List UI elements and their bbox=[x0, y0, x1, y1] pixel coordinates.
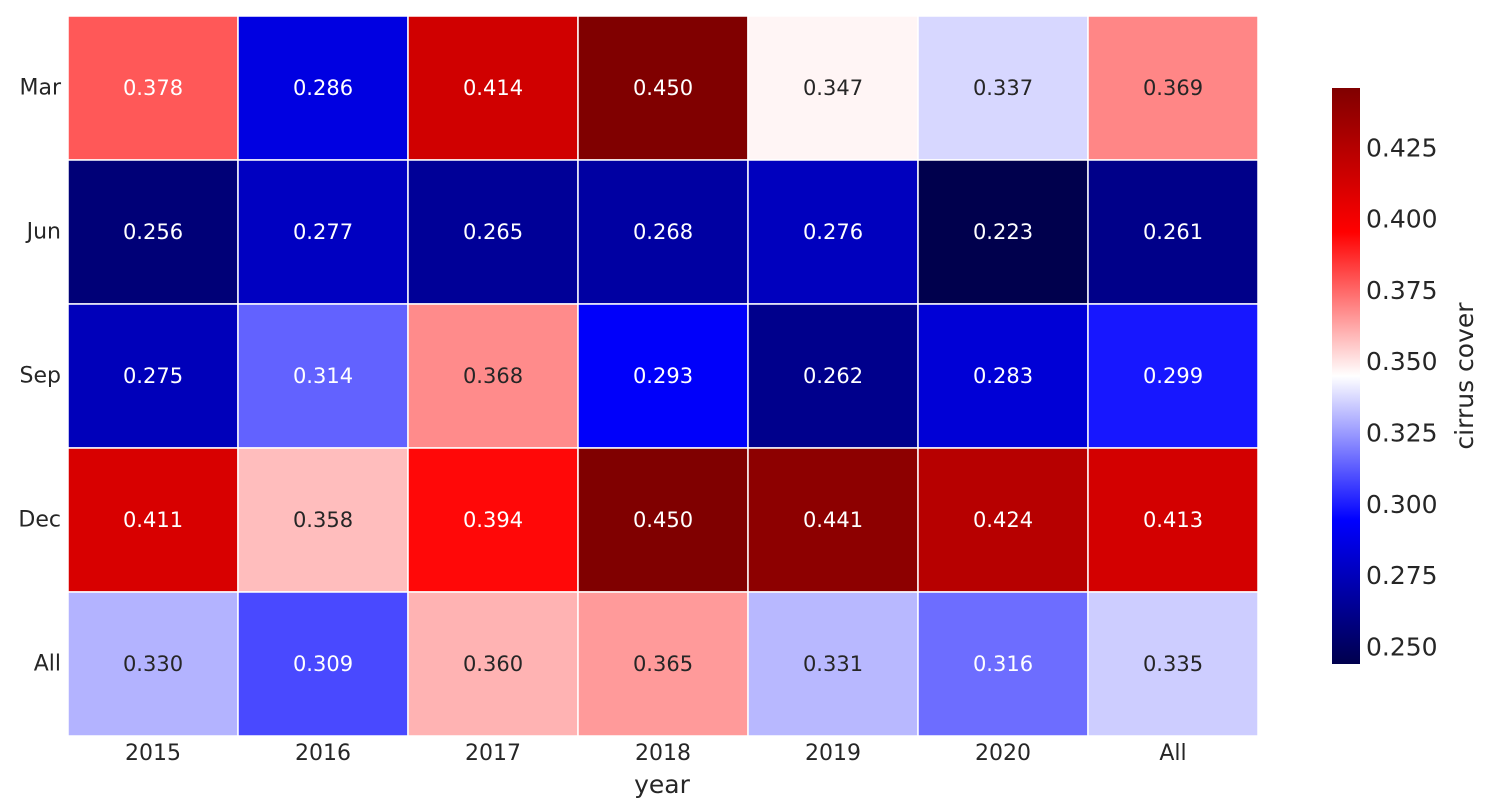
y-tick-label: Dec bbox=[18, 508, 61, 533]
colorbar-label: cirrus cover bbox=[1450, 302, 1479, 450]
heatmap-cell bbox=[577, 303, 749, 449]
heatmap-cell bbox=[747, 15, 919, 161]
cell-value-label: 0.413 bbox=[1143, 508, 1203, 532]
x-tick-label: 2020 bbox=[975, 741, 1031, 766]
heatmap-cell bbox=[917, 303, 1089, 449]
heatmap-cell bbox=[917, 447, 1089, 593]
colorbar-tick-label: 0.350 bbox=[1366, 347, 1438, 376]
cell-value-label: 0.331 bbox=[803, 652, 863, 676]
cell-value-label: 0.441 bbox=[803, 508, 863, 532]
cell-value-label: 0.309 bbox=[293, 652, 353, 676]
heatmap-cell bbox=[407, 159, 579, 305]
cell-value-label: 0.411 bbox=[123, 508, 183, 532]
colorbar-ticks: 0.250 0.275 0.300 0.325 0.350 0.375 0.400 0.425 bbox=[1366, 133, 1438, 661]
heatmap-cell bbox=[747, 303, 919, 449]
x-tick-label: 2016 bbox=[295, 741, 351, 766]
heatmap-cell bbox=[67, 447, 239, 593]
heatmap-cell bbox=[237, 15, 409, 161]
colorbar-tick-label: 0.300 bbox=[1366, 490, 1438, 519]
cell-value-label: 0.265 bbox=[463, 220, 523, 244]
cell-value-label: 0.378 bbox=[123, 76, 183, 100]
colorbar bbox=[1332, 88, 1360, 664]
heatmap-cell bbox=[1087, 303, 1259, 449]
cell-value-label: 0.314 bbox=[293, 364, 353, 388]
heatmap-cell bbox=[67, 15, 239, 161]
cell-value-label: 0.276 bbox=[803, 220, 863, 244]
cell-value-label: 0.360 bbox=[463, 652, 523, 676]
cell-value-label: 0.275 bbox=[123, 364, 183, 388]
cell-value-label: 0.277 bbox=[293, 220, 353, 244]
cell-value-label: 0.335 bbox=[1143, 652, 1203, 676]
x-tick-label: 2018 bbox=[635, 741, 691, 766]
y-tick-label: All bbox=[34, 652, 61, 677]
heatmap-cell bbox=[237, 303, 409, 449]
x-tick-label: 2015 bbox=[125, 741, 181, 766]
cell-value-label: 0.450 bbox=[633, 76, 693, 100]
heatmap-cell bbox=[67, 303, 239, 449]
heatmap-cell bbox=[67, 159, 239, 305]
cell-value-label: 0.368 bbox=[463, 364, 523, 388]
y-tick-label: Mar bbox=[19, 76, 61, 101]
cell-value-label: 0.347 bbox=[803, 76, 863, 100]
heatmap-cell bbox=[577, 15, 749, 161]
x-tick-label: All bbox=[1159, 741, 1186, 766]
cell-value-label: 0.262 bbox=[803, 364, 863, 388]
y-tick-label: Jun bbox=[25, 220, 61, 245]
heatmap-cell bbox=[237, 447, 409, 593]
cell-value-label: 0.256 bbox=[123, 220, 183, 244]
cell-value-label: 0.223 bbox=[973, 220, 1033, 244]
heatmap-cells: 0.378 0.286 0.414 0.450 0.347 0.337 0.369 0.256… bbox=[67, 15, 1259, 737]
cell-value-label: 0.330 bbox=[123, 652, 183, 676]
heatmap-cell bbox=[1087, 447, 1259, 593]
y-tick-label: Sep bbox=[20, 364, 61, 389]
cell-value-label: 0.369 bbox=[1143, 76, 1203, 100]
colorbar-tick-label: 0.325 bbox=[1366, 419, 1438, 448]
heatmap-cell bbox=[1087, 159, 1259, 305]
cell-value-label: 0.299 bbox=[1143, 364, 1203, 388]
x-tick-label: 2017 bbox=[465, 741, 521, 766]
colorbar-tick-label: 0.425 bbox=[1366, 133, 1438, 162]
heatmap-cell bbox=[917, 15, 1089, 161]
heatmap-cell bbox=[917, 591, 1089, 737]
heatmap-cell bbox=[747, 159, 919, 305]
colorbar-tick-label: 0.375 bbox=[1366, 276, 1438, 305]
y-tick-labels: Mar Jun Sep Dec All bbox=[18, 76, 62, 677]
x-tick-labels: 2015 2016 2017 2018 2019 2020 All bbox=[125, 741, 1187, 766]
heatmap-cell bbox=[407, 591, 579, 737]
cell-value-label: 0.283 bbox=[973, 364, 1033, 388]
cell-value-label: 0.268 bbox=[633, 220, 693, 244]
cell-value-label: 0.337 bbox=[973, 76, 1033, 100]
cell-value-label: 0.286 bbox=[293, 76, 353, 100]
cell-value-label: 0.424 bbox=[973, 508, 1033, 532]
heatmap-cell bbox=[407, 303, 579, 449]
x-tick-label: 2019 bbox=[805, 741, 861, 766]
colorbar-tick-label: 0.250 bbox=[1366, 632, 1438, 661]
cell-value-label: 0.394 bbox=[463, 508, 523, 532]
heatmap-cell bbox=[917, 159, 1089, 305]
cell-value-label: 0.365 bbox=[633, 652, 693, 676]
colorbar-tick-label: 0.400 bbox=[1366, 205, 1438, 234]
cell-value-label: 0.316 bbox=[973, 652, 1033, 676]
cell-value-label: 0.293 bbox=[633, 364, 693, 388]
cell-value-label: 0.358 bbox=[293, 508, 353, 532]
x-axis-label: year bbox=[634, 770, 690, 799]
heatmap-cell bbox=[1087, 591, 1259, 737]
heatmap-cell bbox=[407, 15, 579, 161]
heatmap-cell bbox=[577, 447, 749, 593]
heatmap-cell bbox=[67, 591, 239, 737]
colorbar-tick-label: 0.275 bbox=[1366, 561, 1438, 590]
cell-value-label: 0.450 bbox=[633, 508, 693, 532]
cell-value-label: 0.414 bbox=[463, 76, 523, 100]
cell-value-label: 0.261 bbox=[1143, 220, 1203, 244]
